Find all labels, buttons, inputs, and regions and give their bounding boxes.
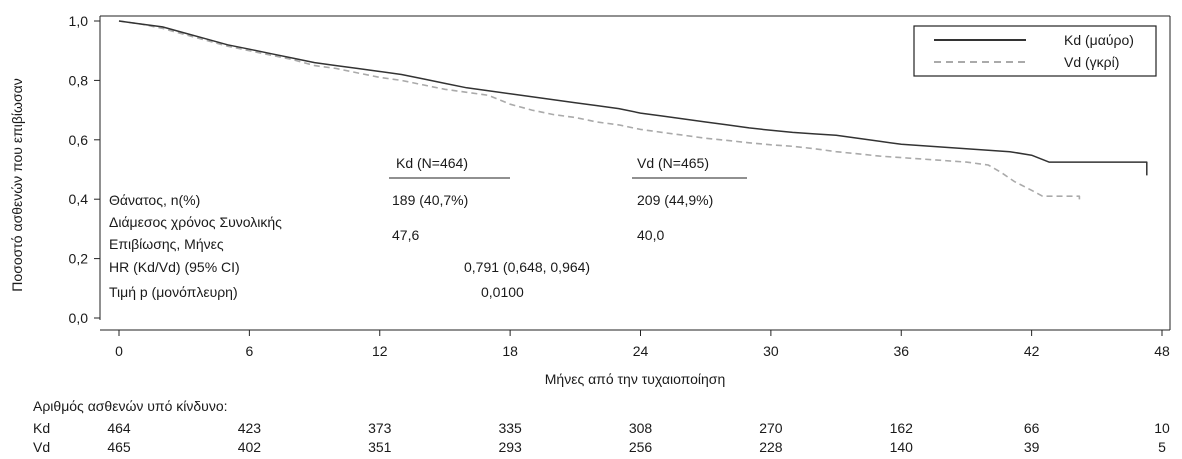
x-tick-label: 48 <box>1154 343 1170 359</box>
summary-row-median-label-2: Επιβίωσης, Μήνες <box>109 236 224 252</box>
summary-row-hr-value: 0,791 (0,648, 0,964) <box>464 259 590 275</box>
y-axis-label: Ποσοστό ασθενών που επιβίωσαν <box>9 78 25 291</box>
y-tick-label: 0,0 <box>69 310 89 326</box>
x-tick-label: 18 <box>502 343 518 359</box>
y-tick-label: 0,4 <box>69 191 89 207</box>
at-risk-value-kd: 335 <box>498 420 522 436</box>
at-risk-value-vd: 228 <box>759 439 783 455</box>
x-tick-label: 42 <box>1024 343 1040 359</box>
at-risk-value-kd: 423 <box>238 420 262 436</box>
summary-row-median-kd: 47,6 <box>392 227 419 243</box>
at-risk-value-kd: 464 <box>107 420 131 436</box>
at-risk-value-vd: 351 <box>368 439 392 455</box>
at-risk-row-label-kd: Kd <box>33 420 50 436</box>
summary-row-deaths-label: Θάνατος, n(%) <box>109 192 200 208</box>
at-risk-value-vd: 140 <box>890 439 914 455</box>
at-risk-value-kd: 10 <box>1154 420 1170 436</box>
summary-row-deaths-vd: 209 (44,9%) <box>637 192 713 208</box>
at-risk-values: 464 423 373 335 308 270 162 66 10 465 402 351 293 256… <box>107 420 1170 455</box>
at-risk-value-vd: 465 <box>107 439 131 455</box>
x-tick-label: 12 <box>372 343 388 359</box>
at-risk-table: Αριθμός ασθενών υπό κίνδυνο: Kd Vd 464 42… <box>33 398 1170 455</box>
y-tick-label: 0,6 <box>69 132 89 148</box>
y-tick-label: 0,2 <box>69 251 89 267</box>
at-risk-value-vd: 402 <box>238 439 262 455</box>
x-axis-ticks: 0 6 12 18 24 30 36 42 48 <box>115 330 1170 359</box>
x-tick-label: 30 <box>763 343 779 359</box>
summary-row-hr-label: HR (Kd/Vd) (95% CI) <box>109 259 240 275</box>
legend-box <box>913 25 1157 77</box>
legend-label-vd: Vd (γκρί) <box>1064 54 1119 70</box>
at-risk-row-label-vd: Vd <box>33 439 50 455</box>
at-risk-value-kd: 66 <box>1024 420 1040 436</box>
plot-frame <box>99 15 1171 331</box>
summary-row-median-label-1: Διάμεσος χρόνος Συνολικής <box>109 214 282 230</box>
summary-table: Kd (N=464) Vd (N=465) Θάνατος, n(%) 189 … <box>109 155 747 300</box>
x-tick-label: 36 <box>893 343 909 359</box>
at-risk-value-vd: 39 <box>1024 439 1040 455</box>
summary-header-vd: Vd (N=465) <box>637 155 709 171</box>
y-tick-label: 0,8 <box>69 72 89 88</box>
legend: Kd (μαύρο) Vd (γκρί) <box>913 25 1157 77</box>
at-risk-value-vd: 293 <box>498 439 522 455</box>
x-axis-label: Μήνες από την τυχαιοποίηση <box>545 371 725 387</box>
series-layer <box>118 20 1148 203</box>
x-tick-label: 24 <box>633 343 649 359</box>
x-tick-label: 6 <box>245 343 253 359</box>
at-risk-title: Αριθμός ασθενών υπό κίνδυνο: <box>33 398 228 414</box>
at-risk-value-kd: 373 <box>368 420 392 436</box>
at-risk-value-kd: 270 <box>759 420 783 436</box>
series-line-vd <box>118 20 1081 203</box>
at-risk-value-vd: 5 <box>1158 439 1166 455</box>
at-risk-value-kd: 162 <box>890 420 914 436</box>
at-risk-value-kd: 308 <box>629 420 653 436</box>
y-tick-label: 1,0 <box>69 13 89 29</box>
y-axis-ticks: 0,0 0,2 0,4 0,6 0,8 1,0 <box>69 13 100 326</box>
summary-header-kd: Kd (N=464) <box>396 155 468 171</box>
series-line-kd <box>118 20 1148 176</box>
x-tick-label: 0 <box>115 343 123 359</box>
legend-label-kd: Kd (μαύρο) <box>1064 32 1134 48</box>
summary-row-p-label: Τιμή p (μονόπλευρη) <box>109 284 238 300</box>
summary-row-p-value: 0,0100 <box>481 284 524 300</box>
at-risk-value-vd: 256 <box>629 439 653 455</box>
summary-row-median-vd: 40,0 <box>637 227 664 243</box>
summary-row-deaths-kd: 189 (40,7%) <box>392 192 468 208</box>
